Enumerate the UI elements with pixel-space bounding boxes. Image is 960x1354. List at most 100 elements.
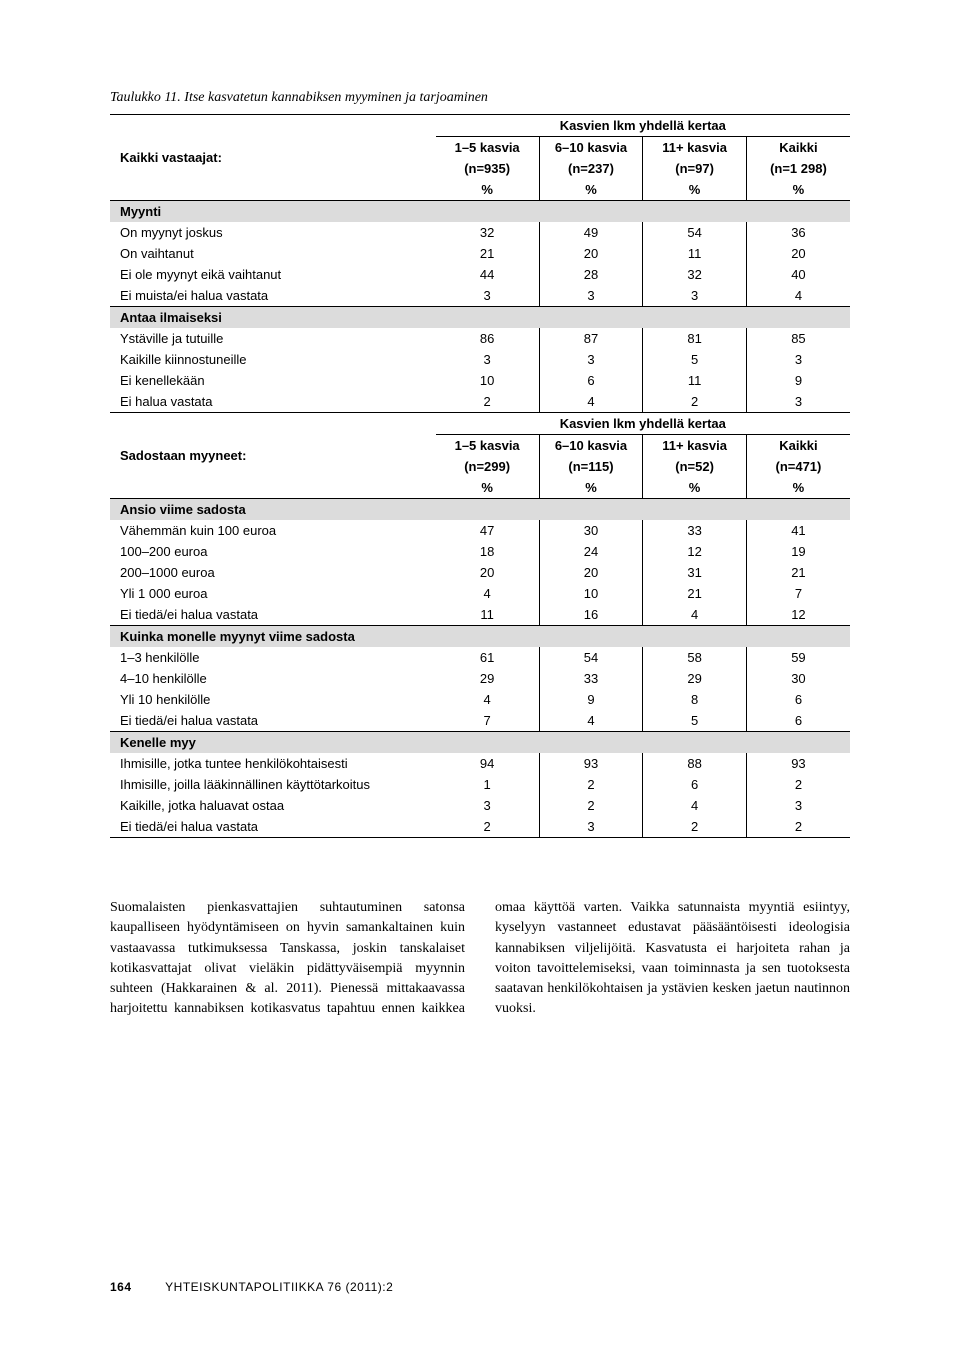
data-table: Kasvien lkm yhdellä kertaaKaikki vastaaj… bbox=[110, 114, 850, 838]
data-cell: 30 bbox=[746, 668, 850, 689]
page-footer: 164 YHTEISKUNTAPOLITIIKKA 76 (2011):2 bbox=[110, 1280, 393, 1294]
data-cell: 21 bbox=[643, 583, 747, 604]
data-cell: 49 bbox=[539, 222, 643, 243]
data-cell: 7 bbox=[436, 710, 540, 732]
column-header: 6–10 kasvia bbox=[539, 435, 643, 457]
data-cell: 20 bbox=[746, 243, 850, 264]
data-cell: 2 bbox=[539, 795, 643, 816]
data-cell: 32 bbox=[643, 264, 747, 285]
data-cell: 94 bbox=[436, 753, 540, 774]
percent-symbol: % bbox=[436, 477, 540, 499]
data-cell: 40 bbox=[746, 264, 850, 285]
row-label: Yli 10 henkilölle bbox=[110, 689, 436, 710]
data-cell: 4 bbox=[643, 604, 747, 626]
percent-symbol: % bbox=[643, 477, 747, 499]
column-header: 6–10 kasvia bbox=[539, 137, 643, 159]
data-cell: 3 bbox=[746, 349, 850, 370]
data-cell: 19 bbox=[746, 541, 850, 562]
row-label: On vaihtanut bbox=[110, 243, 436, 264]
data-cell: 8 bbox=[643, 689, 747, 710]
data-cell: 44 bbox=[436, 264, 540, 285]
data-cell: 93 bbox=[746, 753, 850, 774]
row-label: Yli 1 000 euroa bbox=[110, 583, 436, 604]
row-group-label: Kaikki vastaajat: bbox=[110, 137, 436, 180]
column-n: (n=97) bbox=[643, 158, 747, 179]
data-cell: 3 bbox=[539, 285, 643, 307]
data-cell: 20 bbox=[539, 562, 643, 583]
data-cell: 28 bbox=[539, 264, 643, 285]
data-cell: 87 bbox=[539, 328, 643, 349]
data-cell: 33 bbox=[539, 668, 643, 689]
column-header: 1–5 kasvia bbox=[436, 137, 540, 159]
data-cell: 5 bbox=[643, 710, 747, 732]
row-label: Ei tiedä/ei halua vastata bbox=[110, 710, 436, 732]
column-header: 11+ kasvia bbox=[643, 435, 747, 457]
data-cell: 12 bbox=[746, 604, 850, 626]
row-label: Ystäville ja tutuille bbox=[110, 328, 436, 349]
data-cell: 54 bbox=[643, 222, 747, 243]
data-cell: 93 bbox=[539, 753, 643, 774]
data-cell: 3 bbox=[436, 349, 540, 370]
data-cell: 18 bbox=[436, 541, 540, 562]
column-n: (n=471) bbox=[746, 456, 850, 477]
column-n: (n=237) bbox=[539, 158, 643, 179]
data-cell: 47 bbox=[436, 520, 540, 541]
column-header: Kaikki bbox=[746, 435, 850, 457]
data-cell: 4 bbox=[436, 583, 540, 604]
data-cell: 29 bbox=[436, 668, 540, 689]
data-cell: 33 bbox=[643, 520, 747, 541]
data-cell: 59 bbox=[746, 647, 850, 668]
data-cell: 4 bbox=[436, 689, 540, 710]
table-caption: Taulukko 11. Itse kasvatetun kannabiksen… bbox=[110, 90, 850, 106]
data-cell: 4 bbox=[643, 795, 747, 816]
data-cell: 16 bbox=[539, 604, 643, 626]
data-cell: 32 bbox=[436, 222, 540, 243]
column-header: 11+ kasvia bbox=[643, 137, 747, 159]
data-cell: 29 bbox=[643, 668, 747, 689]
column-n: (n=115) bbox=[539, 456, 643, 477]
data-cell: 11 bbox=[436, 604, 540, 626]
data-cell: 2 bbox=[746, 816, 850, 838]
data-cell: 21 bbox=[746, 562, 850, 583]
column-n: (n=299) bbox=[436, 456, 540, 477]
column-n: (n=1 298) bbox=[746, 158, 850, 179]
row-label: Ei kenellekään bbox=[110, 370, 436, 391]
data-cell: 11 bbox=[643, 370, 747, 391]
percent-symbol: % bbox=[746, 179, 850, 201]
data-cell: 9 bbox=[539, 689, 643, 710]
section-header: Antaa ilmaiseksi bbox=[110, 307, 850, 329]
column-n: (n=52) bbox=[643, 456, 747, 477]
data-cell: 3 bbox=[436, 285, 540, 307]
column-n: (n=935) bbox=[436, 158, 540, 179]
data-cell: 41 bbox=[746, 520, 850, 541]
row-label: 4–10 henkilölle bbox=[110, 668, 436, 689]
data-cell: 85 bbox=[746, 328, 850, 349]
percent-symbol: % bbox=[746, 477, 850, 499]
data-cell: 20 bbox=[539, 243, 643, 264]
column-spanner: Kasvien lkm yhdellä kertaa bbox=[436, 115, 850, 137]
data-cell: 6 bbox=[746, 689, 850, 710]
column-header: 1–5 kasvia bbox=[436, 435, 540, 457]
data-cell: 6 bbox=[643, 774, 747, 795]
data-cell: 9 bbox=[746, 370, 850, 391]
column-spanner: Kasvien lkm yhdellä kertaa bbox=[436, 413, 850, 435]
data-cell: 3 bbox=[746, 391, 850, 413]
row-label: 200–1000 euroa bbox=[110, 562, 436, 583]
page-number: 164 bbox=[110, 1280, 132, 1294]
row-label: 100–200 euroa bbox=[110, 541, 436, 562]
data-cell: 58 bbox=[643, 647, 747, 668]
data-cell: 12 bbox=[643, 541, 747, 562]
body-paragraph: Suomalaisten pienkasvattajien suhtautumi… bbox=[110, 898, 850, 1020]
section-header: Myynti bbox=[110, 201, 850, 223]
row-label: Ihmisille, joilla lääkinnällinen käyttöt… bbox=[110, 774, 436, 795]
percent-symbol: % bbox=[539, 477, 643, 499]
section-header: Kuinka monelle myynyt viime sadosta bbox=[110, 626, 850, 648]
section-header: Kenelle myy bbox=[110, 732, 850, 754]
data-cell: 4 bbox=[746, 285, 850, 307]
data-cell: 11 bbox=[643, 243, 747, 264]
data-cell: 21 bbox=[436, 243, 540, 264]
row-label: 1–3 henkilölle bbox=[110, 647, 436, 668]
data-cell: 2 bbox=[539, 774, 643, 795]
data-cell: 36 bbox=[746, 222, 850, 243]
percent-symbol: % bbox=[436, 179, 540, 201]
